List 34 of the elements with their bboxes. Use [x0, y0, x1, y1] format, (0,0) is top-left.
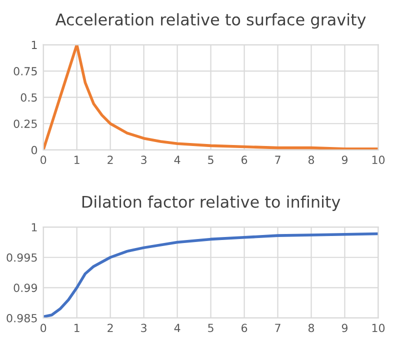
x-tick-label: 6 — [242, 156, 248, 164]
x-tick-label: 4 — [174, 324, 180, 332]
chart-title: Dilation factor relative to infinity — [82, 195, 340, 211]
x-tick-label: 9 — [342, 324, 348, 332]
x-tick-label: 2 — [108, 156, 113, 164]
x-tick-label: 6 — [242, 324, 248, 332]
y-tick-label: 0.985 — [6, 314, 37, 322]
x-tick-label: 3 — [141, 324, 146, 332]
x-tick-label: 5 — [208, 156, 214, 164]
y-tick-label: 0 — [31, 146, 38, 154]
x-tick-label: 8 — [308, 156, 314, 164]
x-tick-label: 5 — [208, 324, 214, 332]
x-tick-label: 8 — [308, 324, 314, 332]
x-tick-label: 0 — [40, 324, 46, 332]
x-tick-label: 9 — [342, 156, 348, 164]
y-tick-label: 0.75 — [14, 67, 37, 76]
x-tick-label: 2 — [108, 324, 113, 332]
y-tick-label: 1 — [32, 223, 37, 232]
y-tick-label: 1 — [32, 40, 37, 49]
x-tick-label: 4 — [174, 156, 180, 164]
line-series — [43, 44, 378, 150]
x-tick-label: 10 — [372, 156, 385, 164]
chart-title: Acceleration relative to surface gravity — [55, 13, 366, 29]
x-tick-label: 1 — [74, 324, 80, 332]
x-tick-label: 7 — [275, 324, 280, 332]
y-tick-label: 0.5 — [20, 93, 37, 102]
x-tick-label: 1 — [74, 156, 80, 164]
y-tick-label: 0.25 — [14, 120, 37, 128]
y-tick-label: 0.995 — [6, 253, 37, 262]
y-tick-label: 0.99 — [14, 284, 38, 292]
x-tick-label: 3 — [141, 156, 146, 164]
x-tick-label: 10 — [372, 324, 385, 332]
x-tick-label: 0 — [40, 156, 46, 164]
x-tick-label: 7 — [275, 156, 280, 164]
